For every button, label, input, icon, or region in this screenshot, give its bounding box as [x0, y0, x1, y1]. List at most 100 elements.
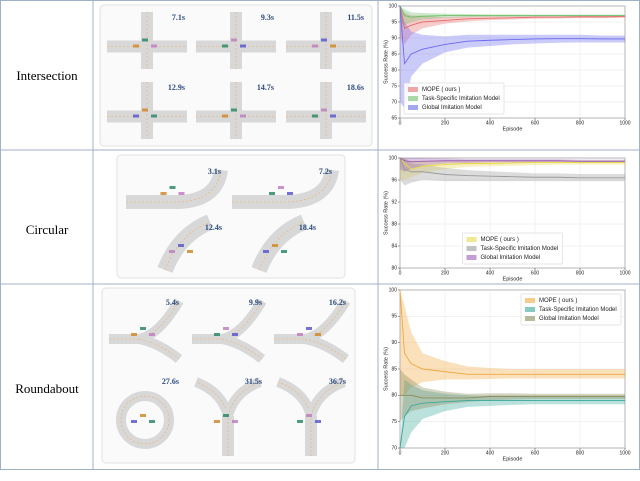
- vehicle: [142, 38, 148, 42]
- legend-swatch: [525, 298, 535, 303]
- row-label: Circular: [26, 222, 69, 237]
- vehicle: [306, 327, 312, 330]
- y-tick-label: 100: [389, 155, 398, 161]
- x-tick-label: 400: [486, 120, 495, 126]
- legend-label: Global Imitation Model: [481, 255, 541, 261]
- x-tick-label: 0: [399, 270, 402, 276]
- legend-label: Global Imitation Model: [422, 105, 482, 111]
- vehicle: [187, 250, 193, 253]
- x-tick-label: 600: [531, 120, 540, 126]
- x-tick-label: 800: [576, 120, 585, 126]
- x-axis-label: Episode: [503, 276, 523, 282]
- legend-label: MOPE ( ours ): [539, 298, 577, 304]
- legend-swatch: [466, 246, 477, 251]
- vehicle: [214, 333, 220, 336]
- vehicle: [160, 192, 167, 195]
- series-line: [400, 394, 625, 399]
- vehicle: [169, 186, 176, 189]
- x-axis-label: Episode: [503, 456, 523, 462]
- y-tick-label: 92: [391, 199, 397, 205]
- lane-line: [126, 169, 222, 203]
- x-tick-label: 1000: [619, 270, 630, 276]
- vehicle: [231, 108, 237, 112]
- vehicle: [151, 44, 157, 48]
- y-axis-label: Success Rate (%): [383, 191, 389, 235]
- series-line: [399, 5, 626, 30]
- time-label: 7.1s: [172, 13, 185, 22]
- series-line: [399, 157, 625, 163]
- vehicle: [140, 327, 146, 330]
- lane-line: [164, 221, 211, 271]
- legend-swatch: [525, 316, 535, 321]
- time-label: 7.2s: [319, 167, 332, 176]
- legend-label: MOPE ( ours ): [422, 87, 460, 93]
- y-tick-label: 80: [391, 393, 397, 399]
- series-line: [399, 289, 625, 375]
- lane-line: [120, 395, 170, 445]
- vehicle: [131, 333, 137, 336]
- vehicle: [223, 327, 229, 330]
- lane-line: [310, 381, 345, 417]
- confidence-band: [400, 158, 625, 186]
- lane-line: [227, 381, 261, 417]
- vehicle: [232, 420, 238, 423]
- confidence-band: [400, 290, 625, 396]
- legend-swatch: [466, 255, 477, 260]
- confidence-band: [400, 369, 625, 422]
- legend-swatch: [466, 237, 477, 242]
- confidence-band: [400, 158, 625, 180]
- y-axis-label: Success Rate (%): [383, 40, 389, 84]
- legend-swatch: [408, 87, 418, 92]
- y-tick-label: 85: [391, 51, 397, 57]
- series-line: [399, 157, 625, 179]
- lane-line: [274, 300, 347, 340]
- time-label: 12.9s: [168, 83, 185, 92]
- vehicle: [312, 114, 318, 118]
- time-label: 9.3s: [261, 13, 274, 22]
- lane-line: [138, 338, 180, 360]
- y-tick-label: 75: [391, 83, 397, 89]
- legend-swatch: [408, 105, 418, 110]
- x-tick-label: 800: [576, 450, 585, 456]
- y-tick-label: 90: [391, 35, 397, 41]
- x-tick-label: 400: [486, 450, 495, 456]
- time-label: 9.9s: [249, 298, 262, 307]
- x-tick-label: 1000: [619, 450, 630, 456]
- x-tick-label: 800: [576, 270, 585, 276]
- vehicle: [240, 44, 246, 48]
- y-tick-label: 95: [391, 314, 397, 320]
- time-label: 12.4s: [205, 223, 222, 232]
- lane-line: [277, 381, 312, 417]
- vehicle: [278, 186, 284, 189]
- x-tick-label: 0: [399, 120, 402, 126]
- x-tick-label: 400: [486, 270, 495, 276]
- legend-label: Global Imitation Model: [539, 316, 599, 322]
- legend-label: Task-Specific Imitation Model: [422, 96, 500, 102]
- vehicle: [315, 333, 321, 336]
- y-tick-label: 90: [391, 340, 397, 346]
- vehicle: [133, 44, 139, 48]
- series-line: [399, 5, 625, 65]
- y-tick-label: 85: [391, 366, 397, 372]
- legend: [403, 82, 505, 115]
- y-tick-label: 80: [391, 67, 397, 73]
- vehicle: [133, 114, 139, 118]
- vehicle: [222, 44, 228, 48]
- vehicle: [330, 44, 336, 48]
- lane-line: [221, 338, 263, 360]
- vehicle: [281, 250, 287, 253]
- lane-line: [195, 381, 229, 417]
- vehicle: [140, 414, 146, 417]
- series-line: [399, 5, 625, 18]
- y-tick-label: 75: [391, 419, 397, 425]
- vehicle: [330, 114, 336, 118]
- series-line: [399, 157, 625, 170]
- legend-swatch: [408, 96, 418, 101]
- time-label: 3.1s: [208, 167, 221, 176]
- vehicle: [306, 414, 312, 417]
- x-tick-label: 600: [531, 450, 540, 456]
- x-tick-label: 200: [441, 450, 450, 456]
- legend-label: Task-Specific Imitation Model: [539, 307, 617, 313]
- legend-swatch: [525, 307, 535, 312]
